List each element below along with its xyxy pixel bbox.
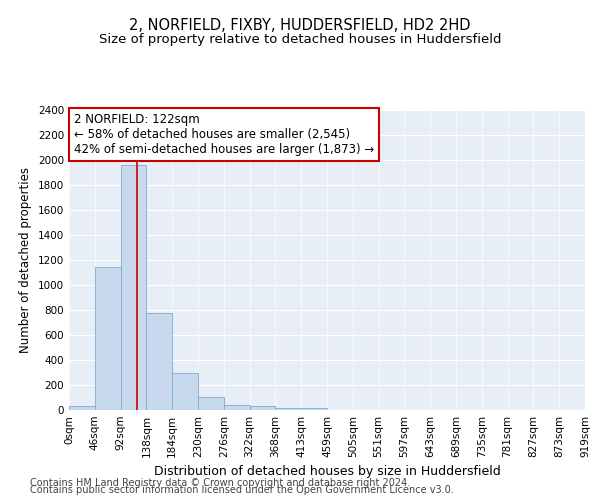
Text: Contains HM Land Registry data © Crown copyright and database right 2024.: Contains HM Land Registry data © Crown c… xyxy=(30,478,410,488)
Bar xyxy=(95,267,121,410)
Bar xyxy=(275,408,301,410)
Y-axis label: Number of detached properties: Number of detached properties xyxy=(19,167,32,353)
Text: Contains public sector information licensed under the Open Government Licence v3: Contains public sector information licen… xyxy=(30,485,454,495)
Bar xyxy=(172,372,198,410)
Bar xyxy=(301,408,327,410)
Text: 2, NORFIELD, FIXBY, HUDDERSFIELD, HD2 2HD: 2, NORFIELD, FIXBY, HUDDERSFIELD, HD2 2H… xyxy=(129,18,471,32)
Bar xyxy=(69,406,95,410)
X-axis label: Distribution of detached houses by size in Huddersfield: Distribution of detached houses by size … xyxy=(154,466,500,478)
Text: Size of property relative to detached houses in Huddersfield: Size of property relative to detached ho… xyxy=(99,32,501,46)
Bar xyxy=(146,312,172,410)
Bar xyxy=(121,165,146,410)
Bar xyxy=(250,406,275,410)
Bar xyxy=(198,397,224,410)
Bar xyxy=(224,405,250,410)
Text: 2 NORFIELD: 122sqm
← 58% of detached houses are smaller (2,545)
42% of semi-deta: 2 NORFIELD: 122sqm ← 58% of detached hou… xyxy=(74,113,374,156)
